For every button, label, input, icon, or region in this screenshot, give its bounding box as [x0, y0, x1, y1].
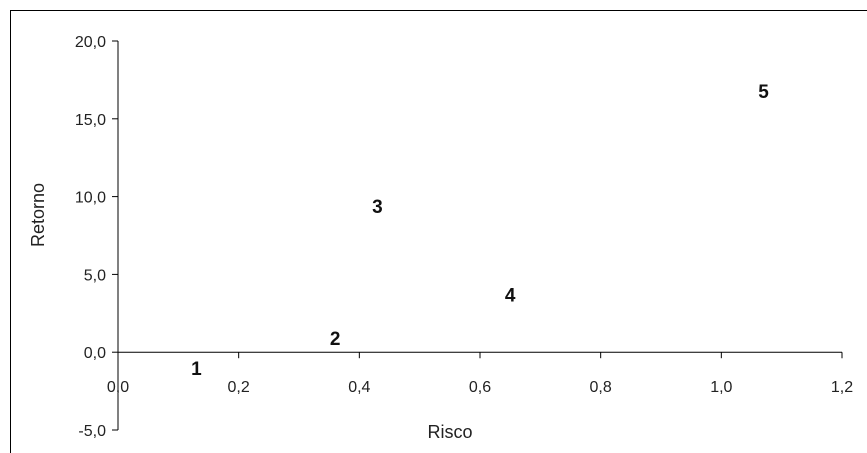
axes: [112, 40, 843, 431]
y-axis-title: Retorno: [28, 183, 48, 247]
y-tick-label: 5,0: [84, 267, 106, 284]
data-points: 1 2 3 4 5: [191, 82, 769, 380]
y-tick-label: 0,0: [84, 345, 106, 362]
x-tick-label: 0,6: [469, 379, 491, 396]
data-point-label: 5: [758, 82, 769, 103]
x-tick-label: 0,2: [228, 379, 250, 396]
tick-labels: -5,0 0,0 5,0 10,0 15,0 20,0 0,0 0,2 0,4 0,6 0,8 1,0…: [75, 34, 853, 440]
y-tick-label: 10,0: [75, 190, 106, 207]
y-tick-label: -5,0: [78, 423, 106, 440]
x-tick-label: 1,2: [831, 379, 853, 396]
data-point-label: 3: [372, 197, 383, 218]
data-point-label: 1: [191, 359, 202, 380]
data-point-label: 4: [505, 286, 516, 307]
data-point-label: 2: [330, 329, 341, 350]
x-axis-title: Risco: [427, 422, 472, 442]
x-tick-label: 1,0: [710, 379, 732, 396]
x-tick-label: 0,8: [590, 379, 612, 396]
y-tick-label: 20,0: [75, 34, 106, 51]
x-tick-label: 0,4: [348, 379, 370, 396]
y-tick-label: 15,0: [75, 112, 106, 129]
x-tick-label: 0,0: [107, 379, 129, 396]
chart-border: [10, 10, 867, 453]
